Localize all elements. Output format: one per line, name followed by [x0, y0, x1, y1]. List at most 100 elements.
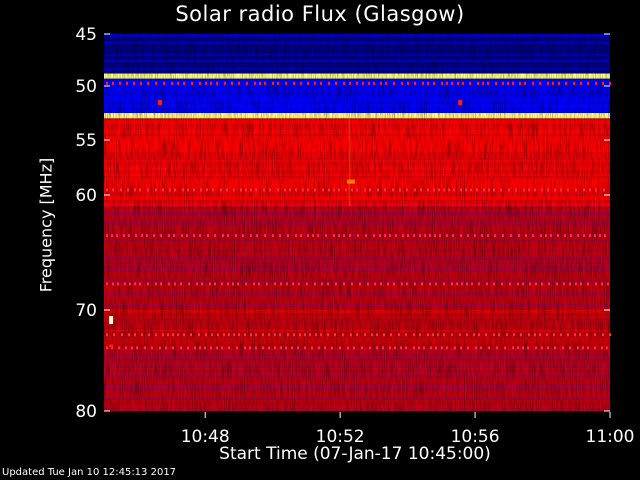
- interference-dot: [607, 282, 609, 286]
- interference-dot: [371, 333, 373, 337]
- interference-dot: [573, 81, 575, 85]
- interference-dot: [182, 188, 184, 192]
- x-tick-label: 11:00: [586, 427, 635, 447]
- interference-dot: [361, 346, 363, 350]
- interference-dot: [206, 188, 208, 192]
- interference-dot: [285, 346, 287, 350]
- interference-dot: [237, 282, 239, 286]
- interference-dot: [335, 282, 337, 286]
- interference-dot: [350, 333, 352, 337]
- interference-dot: [106, 282, 108, 286]
- interference-dot: [324, 346, 326, 350]
- y-tick-label: 50: [75, 77, 97, 97]
- interference-dot: [405, 346, 407, 350]
- interference-dot: [594, 346, 596, 350]
- interference-dot: [367, 282, 369, 286]
- interference-dot: [214, 234, 216, 238]
- interference-dot: [134, 282, 136, 286]
- interference-dot: [395, 234, 397, 238]
- interference-dot: [451, 333, 453, 337]
- interference-dot: [318, 346, 320, 350]
- interference-dot: [256, 234, 258, 238]
- y-tick-label: 80: [75, 402, 97, 422]
- interference-dot: [147, 188, 149, 192]
- interference-dot: [383, 333, 385, 337]
- interference-dot: [570, 234, 572, 238]
- interference-dot: [302, 188, 304, 192]
- interference-dot: [586, 333, 588, 337]
- interference-dot: [380, 81, 382, 85]
- interference-dot: [233, 188, 235, 192]
- interference-dot: [448, 188, 450, 192]
- interference-dot: [264, 81, 266, 85]
- interference-dot: [328, 81, 330, 85]
- interference-dot: [413, 346, 415, 350]
- interference-dot: [583, 188, 585, 192]
- burst-spot: [346, 179, 355, 184]
- interference-dot: [172, 346, 174, 350]
- interference-dot: [432, 333, 434, 337]
- interference-dot: [113, 333, 115, 337]
- interference-dot: [201, 282, 203, 286]
- interference-dot: [317, 234, 319, 238]
- interference-dot: [373, 81, 375, 85]
- interference-dot: [498, 333, 500, 337]
- interference-dot: [331, 346, 333, 350]
- spectrogram-heatmap: [104, 31, 611, 418]
- interference-dot: [459, 333, 461, 337]
- interference-dot: [155, 333, 157, 337]
- interference-dot: [223, 333, 225, 337]
- interference-dot: [389, 346, 391, 350]
- interference-dot: [307, 188, 309, 192]
- interference-dot: [187, 346, 189, 350]
- interference-dot: [594, 234, 596, 238]
- interference-dot: [155, 188, 157, 192]
- interference-dot: [242, 234, 244, 238]
- interference-dot: [298, 282, 300, 286]
- interference-dot: [121, 333, 123, 337]
- interference-dot: [478, 333, 480, 337]
- interference-dot: [401, 282, 403, 286]
- interference-dot: [314, 282, 316, 286]
- interference-dot: [419, 234, 421, 238]
- interference-dot: [601, 282, 603, 286]
- interference-dot: [155, 81, 157, 85]
- interference-dot: [589, 188, 591, 192]
- interference-dot: [111, 346, 113, 350]
- interference-dot: [374, 282, 376, 286]
- interference-dot: [473, 333, 475, 337]
- interference-dot: [507, 81, 509, 85]
- interference-dot: [315, 333, 317, 337]
- interference-dot: [580, 282, 582, 286]
- interference-dot: [199, 81, 201, 85]
- interference-dot: [345, 188, 347, 192]
- interference-dot: [500, 188, 502, 192]
- interference-dot: [277, 81, 279, 85]
- interference-dot: [300, 81, 302, 85]
- interference-dot: [407, 81, 409, 85]
- interference-dot: [328, 188, 330, 192]
- interference-dot: [509, 282, 511, 286]
- interference-dot: [314, 188, 316, 192]
- interference-dot: [524, 81, 526, 85]
- interference-dot: [429, 234, 431, 238]
- interference-dot: [582, 346, 584, 350]
- interference-dot: [147, 282, 149, 286]
- interference-dot: [414, 188, 416, 192]
- interference-dot: [226, 188, 228, 192]
- y-tick-label: 55: [75, 131, 97, 151]
- interference-dot: [263, 188, 265, 192]
- interference-dot: [272, 81, 274, 85]
- interference-dot: [443, 282, 445, 286]
- interference-dot: [380, 282, 382, 286]
- interference-dot: [293, 333, 295, 337]
- interference-dot: [349, 81, 351, 85]
- interference-dot: [384, 188, 386, 192]
- heatmap-noise: [104, 31, 610, 418]
- interference-dot: [429, 282, 431, 286]
- interference-dot: [106, 81, 108, 85]
- interference-dot: [284, 188, 286, 192]
- interference-dot: [250, 234, 252, 238]
- interference-dot: [286, 282, 288, 286]
- interference-dot: [541, 346, 543, 350]
